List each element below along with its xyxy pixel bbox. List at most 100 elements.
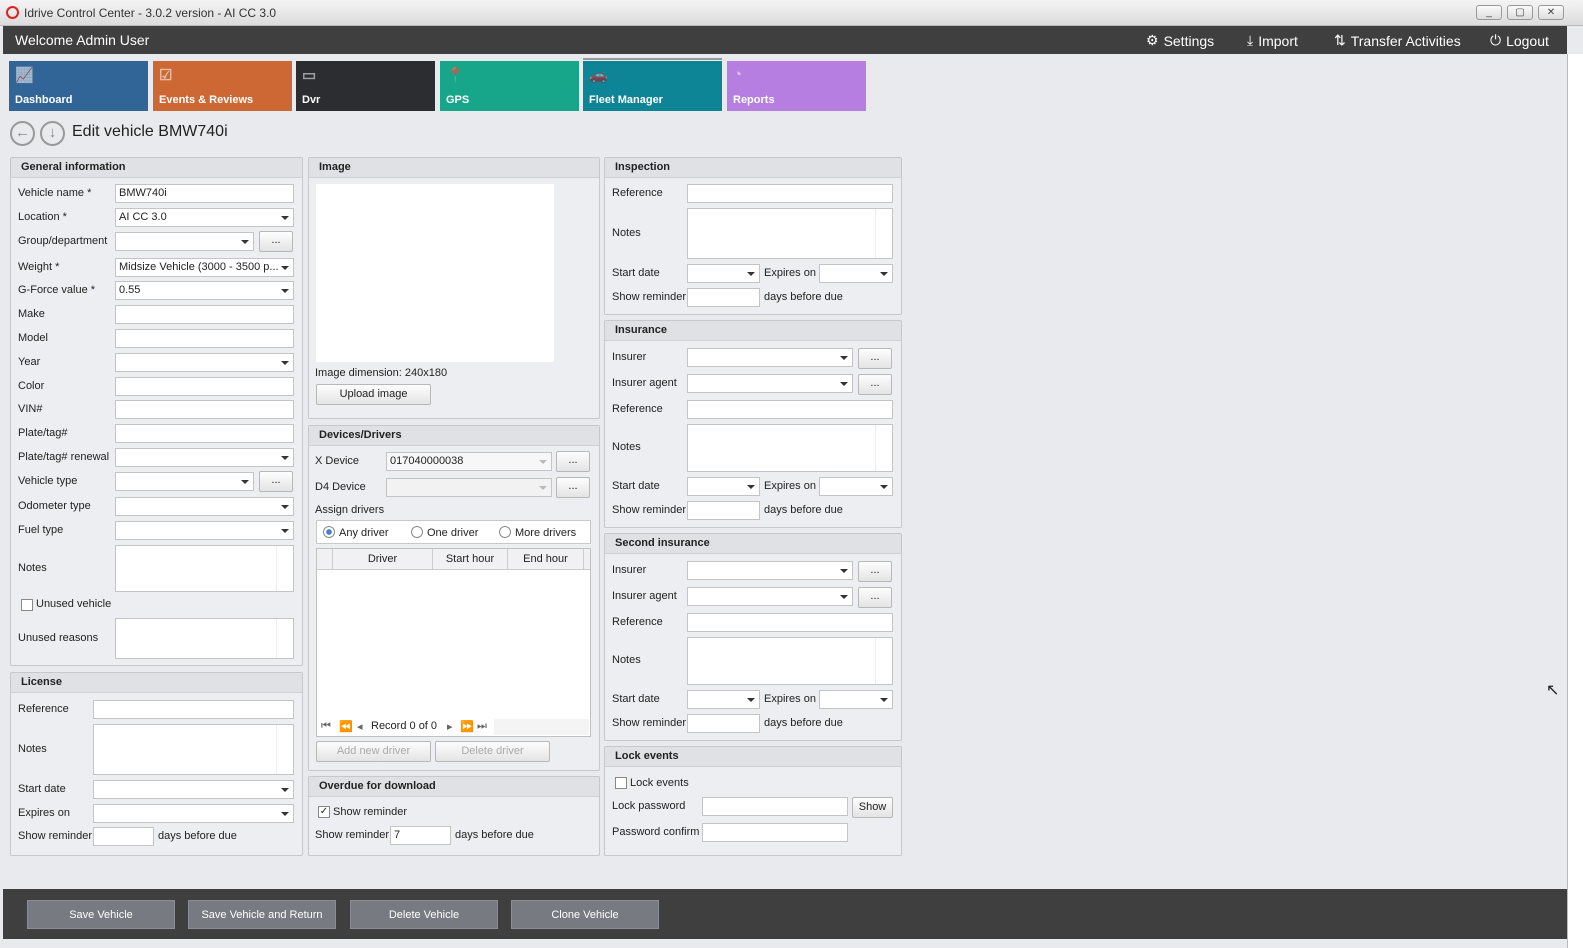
back-arrow-icon[interactable]: ← bbox=[10, 121, 35, 146]
license-reminder-input[interactable] bbox=[93, 827, 154, 846]
gforce-label: G-Force value * bbox=[18, 284, 96, 296]
add-new-driver-button[interactable]: Add new driver bbox=[316, 741, 431, 762]
license-expires-date[interactable] bbox=[93, 804, 294, 823]
vehicle-type-select[interactable] bbox=[115, 472, 254, 491]
tile-gps[interactable]: 📍 GPS bbox=[440, 61, 579, 111]
minimize-button[interactable]: _ bbox=[1476, 5, 1502, 20]
column-start-hour[interactable]: Start hour bbox=[433, 549, 508, 569]
make-input[interactable] bbox=[115, 305, 294, 324]
d4-device-select[interactable] bbox=[386, 478, 552, 497]
tile-dashboard[interactable]: 📈 Dashboard bbox=[9, 61, 148, 111]
insurer-agent-label: Insurer agent bbox=[612, 377, 677, 389]
next-record-icon[interactable]: ▸ bbox=[447, 721, 453, 733]
column-end-hour[interactable]: End hour bbox=[508, 549, 584, 569]
show-password-button[interactable]: Show bbox=[852, 797, 893, 818]
inspection-expires-date[interactable] bbox=[819, 264, 893, 283]
insurer-more-button[interactable]: ... bbox=[858, 348, 892, 369]
location-select[interactable]: AI CC 3.0 bbox=[115, 208, 294, 227]
tile-reports[interactable]: ◔ Reports bbox=[727, 61, 866, 111]
insurance-expires-date[interactable] bbox=[819, 477, 893, 496]
second-start-date[interactable] bbox=[687, 690, 760, 709]
save-vehicle-return-button[interactable]: Save Vehicle and Return bbox=[188, 900, 336, 929]
clone-vehicle-button[interactable]: Clone Vehicle bbox=[511, 900, 659, 929]
insurance-notes-textarea[interactable] bbox=[687, 424, 893, 472]
down-arrow-icon[interactable]: ↓ bbox=[40, 121, 65, 146]
license-start-date[interactable] bbox=[93, 780, 294, 799]
prev-page-icon[interactable]: ⏪ bbox=[339, 721, 353, 733]
make-label: Make bbox=[18, 308, 45, 320]
color-input[interactable] bbox=[115, 377, 294, 396]
year-select[interactable] bbox=[115, 353, 294, 372]
inspection-notes-textarea[interactable] bbox=[687, 208, 893, 259]
second-insurer-agent-more-button[interactable]: ... bbox=[858, 587, 892, 608]
overdue-reminder-input[interactable]: 7 bbox=[390, 826, 451, 845]
insurance-reminder-input[interactable] bbox=[687, 501, 760, 520]
fuel-select[interactable] bbox=[115, 521, 294, 540]
radio-more-drivers[interactable]: More drivers bbox=[499, 526, 576, 539]
second-expires-date[interactable] bbox=[819, 690, 893, 709]
page-title: Edit vehicle BMW740i bbox=[72, 123, 228, 140]
insurance-start-label: Start date bbox=[612, 480, 660, 492]
import-link[interactable]: ⤓ Import bbox=[1247, 32, 1298, 49]
weight-select[interactable]: Midsize Vehicle (3000 - 3500 p... bbox=[115, 258, 294, 277]
odometer-select[interactable] bbox=[115, 497, 294, 516]
gforce-select[interactable]: 0.55 bbox=[115, 281, 294, 300]
show-reminder-checkbox[interactable]: ✓ bbox=[318, 806, 330, 818]
notes-textarea[interactable] bbox=[115, 545, 294, 592]
second-reminder-input[interactable] bbox=[687, 714, 760, 733]
plate-renewal-select[interactable] bbox=[115, 448, 294, 467]
first-record-icon[interactable]: ⏮ bbox=[321, 720, 331, 732]
d4-device-more-button[interactable]: ... bbox=[556, 477, 590, 498]
upload-image-button[interactable]: Upload image bbox=[316, 384, 431, 405]
unused-reasons-textarea[interactable] bbox=[115, 618, 294, 659]
unused-reasons-label: Unused reasons bbox=[18, 632, 99, 644]
inspection-start-date[interactable] bbox=[687, 264, 760, 283]
insurance-reference-input[interactable] bbox=[687, 400, 893, 419]
last-record-icon[interactable]: ⏭ bbox=[477, 720, 487, 732]
horizontal-scrollbar[interactable] bbox=[494, 719, 589, 735]
unused-vehicle-checkbox[interactable] bbox=[21, 599, 33, 611]
insurer-agent-more-button[interactable]: ... bbox=[858, 374, 892, 395]
plate-input[interactable] bbox=[115, 424, 294, 443]
logout-link[interactable]: ⏻ Logout bbox=[1490, 32, 1549, 49]
second-reference-input[interactable] bbox=[687, 613, 893, 632]
maximize-button[interactable]: ▢ bbox=[1507, 5, 1533, 20]
vehicle-name-input[interactable]: BMW740i bbox=[115, 184, 294, 203]
vehicle-type-more-button[interactable]: ... bbox=[259, 471, 293, 492]
model-input[interactable] bbox=[115, 329, 294, 348]
password-confirm-input[interactable] bbox=[702, 823, 848, 842]
delete-vehicle-button[interactable]: Delete Vehicle bbox=[350, 900, 498, 929]
lock-password-input[interactable] bbox=[702, 797, 848, 816]
second-notes-textarea[interactable] bbox=[687, 637, 893, 685]
inspection-reminder-input[interactable] bbox=[687, 288, 760, 307]
tile-dvr[interactable]: ▭ Dvr bbox=[296, 61, 435, 111]
vin-input[interactable] bbox=[115, 400, 294, 419]
insurance-start-date[interactable] bbox=[687, 477, 760, 496]
group-more-button[interactable]: ... bbox=[259, 231, 293, 252]
radio-one-driver[interactable]: One driver bbox=[411, 526, 478, 539]
prev-record-icon[interactable]: ◂ bbox=[357, 721, 363, 733]
group-select[interactable] bbox=[115, 232, 254, 251]
insurer-agent-select[interactable] bbox=[687, 374, 853, 393]
tile-fleet-manager[interactable]: 🚗 Fleet Manager bbox=[583, 61, 722, 111]
second-insurer-more-button[interactable]: ... bbox=[858, 561, 892, 582]
license-reference-input[interactable] bbox=[93, 700, 294, 719]
settings-link[interactable]: ⚙ Settings bbox=[1146, 32, 1214, 49]
transfer-activities-link[interactable]: ⇅ Transfer Activities bbox=[1334, 32, 1461, 49]
insurer-select[interactable] bbox=[687, 348, 853, 367]
save-vehicle-button[interactable]: Save Vehicle bbox=[27, 900, 175, 929]
tile-events-reviews[interactable]: ☑ Events & Reviews bbox=[153, 61, 292, 111]
lock-events-checkbox[interactable] bbox=[615, 777, 627, 789]
panel-title: Inspection bbox=[605, 158, 901, 178]
x-device-select[interactable]: 017040000038 bbox=[386, 452, 552, 471]
close-button[interactable]: ✕ bbox=[1538, 5, 1564, 20]
next-page-icon[interactable]: ⏩ bbox=[460, 721, 474, 733]
second-insurer-agent-select[interactable] bbox=[687, 587, 853, 606]
radio-any-driver[interactable]: Any driver bbox=[323, 526, 389, 539]
second-insurer-select[interactable] bbox=[687, 561, 853, 580]
inspection-reference-input[interactable] bbox=[687, 184, 893, 203]
column-driver[interactable]: Driver bbox=[333, 549, 433, 569]
delete-driver-button[interactable]: Delete driver bbox=[435, 741, 550, 762]
x-device-more-button[interactable]: ... bbox=[556, 451, 590, 472]
license-notes-textarea[interactable] bbox=[93, 724, 294, 775]
